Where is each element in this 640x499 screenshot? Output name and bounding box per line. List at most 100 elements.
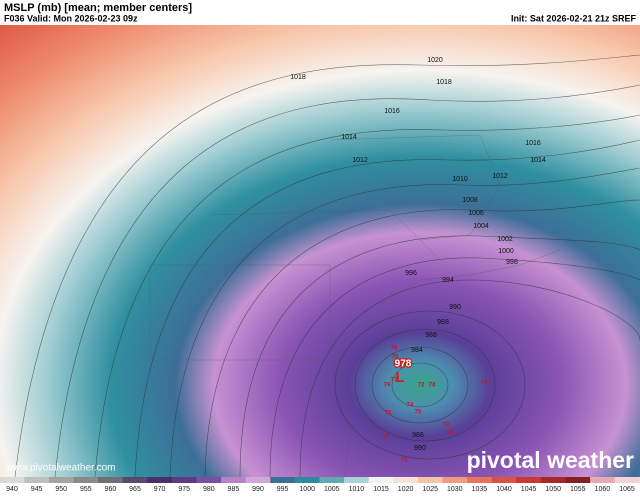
colorbar-label: 1045 bbox=[521, 486, 537, 493]
isobar-label: 1020 bbox=[427, 57, 443, 64]
colorbar-swatch bbox=[171, 477, 197, 483]
colorbar-label: 1065 bbox=[619, 486, 635, 493]
colorbar-swatch bbox=[196, 477, 222, 483]
colorbar-swatch bbox=[393, 477, 419, 483]
pressure-field bbox=[0, 25, 640, 477]
low-pressure: 978 bbox=[395, 359, 412, 370]
colorbar-label: 950 bbox=[55, 486, 67, 493]
colorbar-label: 990 bbox=[252, 486, 264, 493]
colorbar-swatch bbox=[565, 477, 591, 483]
colorbar-swatch bbox=[73, 477, 99, 483]
colorbar-swatch bbox=[516, 477, 542, 483]
colorbar-label: 965 bbox=[129, 486, 141, 493]
title: MSLP (mb) [mean; member centers] bbox=[4, 2, 192, 14]
colorbar-label: 1010 bbox=[349, 486, 365, 493]
colorbar-label: 1015 bbox=[373, 486, 389, 493]
member-center: 77 bbox=[383, 435, 390, 441]
colorbar-label: 975 bbox=[178, 486, 190, 493]
isobar-label: 1016 bbox=[384, 108, 400, 115]
isobar-label: 1018 bbox=[436, 79, 452, 86]
colorbar-label: 1040 bbox=[496, 486, 512, 493]
colorbar-swatch bbox=[491, 477, 517, 483]
isobar-label: 1006 bbox=[468, 210, 484, 217]
member-center: 75 bbox=[392, 355, 399, 361]
colorbar-swatch bbox=[221, 477, 247, 483]
member-center: 73 bbox=[401, 458, 408, 464]
colorbar-swatch bbox=[614, 477, 640, 483]
colorbar-swatch bbox=[467, 477, 493, 483]
colorbar-swatch bbox=[48, 477, 74, 483]
colorbar-swatch bbox=[245, 477, 271, 483]
isobar-label: 1014 bbox=[530, 157, 546, 164]
colorbar-swatch bbox=[270, 477, 296, 483]
colorbar-swatch bbox=[417, 477, 443, 483]
member-center: 73 bbox=[481, 381, 488, 387]
colorbar-label: 995 bbox=[277, 486, 289, 493]
colorbar-label: 1005 bbox=[324, 486, 340, 493]
isobars bbox=[14, 54, 640, 478]
colorbar-label: 970 bbox=[154, 486, 166, 493]
colorbar-swatch bbox=[442, 477, 468, 483]
isobar-label: 990 bbox=[449, 304, 461, 311]
member-center: 78 bbox=[385, 411, 392, 417]
member-center: 72 bbox=[443, 423, 450, 429]
isobar-label: 1014 bbox=[341, 134, 357, 141]
colorbar-label: 960 bbox=[105, 486, 117, 493]
member-center: 79 bbox=[384, 383, 391, 389]
colorbar-label: 1020 bbox=[398, 486, 414, 493]
colorbar-label: 945 bbox=[31, 486, 43, 493]
isobar-label: 1010 bbox=[452, 176, 468, 183]
member-center: 76 bbox=[391, 346, 398, 352]
colorbar-label: 1030 bbox=[447, 486, 463, 493]
member-center: 75 bbox=[415, 410, 422, 416]
colorbar-swatch bbox=[147, 477, 173, 483]
colorbar-label: 1055 bbox=[570, 486, 586, 493]
colorbar-swatch bbox=[122, 477, 148, 483]
brand: pivotal weather bbox=[467, 447, 634, 473]
isobar-labels: 1020 1018 1018 1016 1014 1012 1010 1012 1016 1014… bbox=[290, 57, 546, 452]
member-center: 74 bbox=[447, 431, 454, 437]
isobar-label: 1002 bbox=[497, 236, 513, 243]
colorbar-label: 1060 bbox=[595, 486, 611, 493]
colorbar-label: 1025 bbox=[422, 486, 438, 493]
colorbar: 940 945 950 955 960 965 970 975 980 985 990 995 1000… bbox=[0, 477, 640, 494]
isobar-label: 1000 bbox=[498, 248, 514, 255]
colorbar-swatch bbox=[98, 477, 124, 483]
isobar-label: 1008 bbox=[462, 197, 478, 204]
isobar-label: 998 bbox=[506, 259, 518, 266]
colorbar-swatch bbox=[540, 477, 566, 483]
init-time: Init: Sat 2026-02-21 21z SREF bbox=[511, 13, 637, 23]
isobar-label: 986 bbox=[412, 432, 424, 439]
member-center: 72 bbox=[418, 383, 425, 389]
colorbar-swatch bbox=[294, 477, 320, 483]
isobar-label: 1018 bbox=[290, 74, 306, 81]
member-center: 77 bbox=[391, 378, 398, 384]
colorbar-swatch bbox=[368, 477, 394, 483]
member-center: 74 bbox=[407, 403, 414, 409]
isobar-label: 986 bbox=[425, 332, 437, 339]
colorbar-label: 1035 bbox=[472, 486, 488, 493]
isobar-label: 1004 bbox=[473, 223, 489, 230]
borders bbox=[149, 134, 561, 478]
colorbar-swatch bbox=[24, 477, 50, 483]
colorbar-label: 985 bbox=[228, 486, 240, 493]
valid-time: F036 Valid: Mon 2026-02-23 09z bbox=[4, 13, 138, 23]
isobar-label: 988 bbox=[437, 319, 449, 326]
low-symbol: L bbox=[395, 369, 404, 386]
colorbar-swatch bbox=[590, 477, 616, 483]
isobar-label: 990 bbox=[414, 445, 426, 452]
colorbar-label: 1050 bbox=[545, 486, 561, 493]
isobar-label: 1016 bbox=[525, 140, 541, 147]
colorbar-swatch bbox=[319, 477, 345, 483]
colorbar-label: 940 bbox=[6, 486, 18, 493]
colorbar-swatch bbox=[344, 477, 370, 483]
website: www.pivotalweather.com bbox=[5, 463, 116, 474]
isobar-label: 984 bbox=[411, 347, 423, 354]
colorbar-label: 955 bbox=[80, 486, 92, 493]
colorbar-label: 980 bbox=[203, 486, 215, 493]
isobar-label: 1012 bbox=[352, 157, 368, 164]
colorbar-swatch bbox=[0, 477, 25, 483]
